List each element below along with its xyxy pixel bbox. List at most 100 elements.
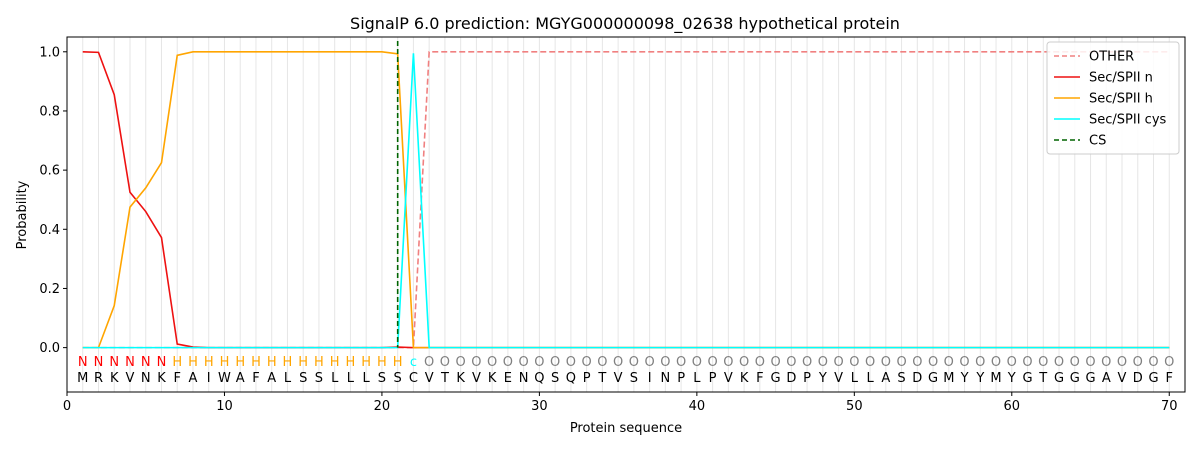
region-label: O (597, 355, 607, 370)
region-label: N (125, 355, 135, 370)
residue-letter: T (440, 371, 449, 386)
x-axis-label: Protein sequence (570, 421, 682, 436)
chart-title: SignalP 6.0 prediction: MGYG000000098_02… (350, 14, 900, 34)
region-label: O (707, 355, 717, 370)
residue-letter: A (1102, 371, 1111, 386)
region-label: O (582, 355, 592, 370)
region-label: O (550, 355, 560, 370)
residue-letter: F (252, 371, 259, 386)
residue-letter: M (990, 371, 1001, 386)
y-tick-label: 0.8 (39, 104, 60, 119)
residue-letter: S (315, 371, 323, 386)
region-label: H (298, 355, 308, 370)
residue-letter: G (1085, 371, 1095, 386)
residue-letter: G (1022, 371, 1032, 386)
residue-letter: T (1038, 371, 1047, 386)
x-tick-label: 40 (689, 399, 706, 414)
region-label: O (770, 355, 780, 370)
x-tick-label: 20 (374, 399, 391, 414)
region-label: H (361, 355, 371, 370)
y-tick-label: 1.0 (39, 45, 60, 60)
residue-letter: G (771, 371, 781, 386)
region-label: O (503, 355, 513, 370)
region-label: O (928, 355, 938, 370)
legend: OTHER Sec/SPII n Sec/SPII h Sec/SPII cys CS (1046, 41, 1180, 155)
residue-letter: I (207, 371, 211, 386)
residue-letter: R (94, 371, 103, 386)
region-label: N (157, 355, 167, 370)
residue-letter: L (363, 371, 371, 386)
residue-letter: F (173, 371, 180, 386)
residue-letter: A (236, 371, 245, 386)
residue-letter: K (488, 371, 497, 386)
residue-letter: L (866, 371, 874, 386)
legend-entry: Sec/SPII cys (1089, 113, 1167, 128)
region-label: O (1085, 355, 1095, 370)
residue-letter: V (614, 371, 623, 386)
residue-letter: Y (1007, 371, 1016, 386)
region-label: O (975, 355, 985, 370)
region-label: O (802, 355, 812, 370)
residue-letter: G (1054, 371, 1064, 386)
x-tick-label: 70 (1161, 399, 1178, 414)
region-label: O (534, 355, 544, 370)
region-label: O (440, 355, 450, 370)
residue-letter: P (583, 371, 591, 386)
x-tick-label: 50 (846, 399, 863, 414)
region-label: O (865, 355, 875, 370)
region-label: O (912, 355, 922, 370)
region-label: O (849, 355, 859, 370)
region-label: O (1133, 355, 1143, 370)
region-label: O (1101, 355, 1111, 370)
x-tick-label: 0 (63, 399, 71, 414)
residue-letter: V (126, 371, 135, 386)
x-tick-label: 10 (216, 399, 233, 414)
region-label: O (723, 355, 733, 370)
legend-entry: Sec/SPII n (1089, 71, 1153, 86)
residue-letter: A (881, 371, 890, 386)
region-label: H (346, 355, 356, 370)
residue-letter: W (218, 371, 231, 386)
residue-letter: L (693, 371, 701, 386)
region-label: N (109, 355, 119, 370)
residue-letter: F (1166, 371, 1173, 386)
region-label: O (833, 355, 843, 370)
residue-letter: D (912, 371, 922, 386)
residue-letter: F (756, 371, 763, 386)
region-label: O (1164, 355, 1174, 370)
residue-letter: S (551, 371, 559, 386)
region-label: O (1054, 355, 1064, 370)
residue-letter: K (110, 371, 119, 386)
residue-letter: V (472, 371, 481, 386)
region-label: O (1117, 355, 1127, 370)
region-label: O (1022, 355, 1032, 370)
residue-letter: N (141, 371, 151, 386)
residue-letter: E (504, 371, 512, 386)
region-label: O (896, 355, 906, 370)
residue-letter: D (786, 371, 796, 386)
residue-letter: Q (566, 371, 576, 386)
residue-letter: G (1070, 371, 1080, 386)
residue-letter: V (834, 371, 843, 386)
residue-letter: L (331, 371, 339, 386)
y-tick-label: 0.2 (39, 282, 60, 297)
legend-entry: CS (1089, 134, 1106, 149)
residue-letter: Q (534, 371, 544, 386)
residue-letter: S (299, 371, 307, 386)
region-label: O (1007, 355, 1017, 370)
region-label: O (613, 355, 623, 370)
region-label: O (660, 355, 670, 370)
region-label: O (739, 355, 749, 370)
region-label: O (676, 355, 686, 370)
region-label: O (487, 355, 497, 370)
legend-entry: Sec/SPII h (1089, 92, 1153, 107)
residue-letter: I (648, 371, 652, 386)
residue-letter: Y (975, 371, 984, 386)
region-label: H (283, 355, 293, 370)
region-label: N (141, 355, 151, 370)
region-label: H (172, 355, 182, 370)
residue-letter: M (77, 371, 88, 386)
region-label: O (424, 355, 434, 370)
residue-letter: L (851, 371, 859, 386)
x-tick-label: 30 (531, 399, 548, 414)
